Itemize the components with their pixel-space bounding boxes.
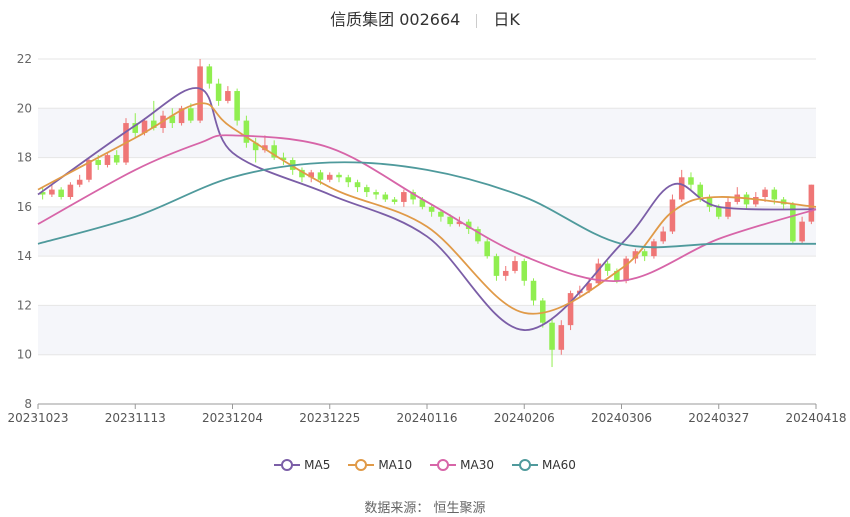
y-tick-label: 16 xyxy=(17,200,32,214)
candle[interactable] xyxy=(688,172,694,190)
legend-ma5[interactable]: MA5 xyxy=(274,458,330,472)
candle[interactable] xyxy=(39,187,46,200)
x-tick-label: 20231023 xyxy=(7,411,68,425)
legend-ma10-label: MA10 xyxy=(378,458,413,472)
kline-chart[interactable]: 8 10 12 14 16 18 20 22 20231023 20231113 20231204 2… xyxy=(0,0,850,450)
chart-title: 信质集团 002664 日K xyxy=(0,6,850,30)
candle[interactable] xyxy=(206,63,213,89)
candle[interactable] xyxy=(493,253,500,281)
series-ma30[interactable] xyxy=(37,134,817,283)
y-tick-label: 14 xyxy=(17,249,32,263)
candle[interactable] xyxy=(595,258,602,286)
legend-ma60[interactable]: MA60 xyxy=(512,458,576,472)
title-divider xyxy=(476,13,478,28)
y-tick-label: 22 xyxy=(17,52,32,66)
candle[interactable] xyxy=(558,320,565,355)
candle[interactable] xyxy=(243,115,250,148)
series-ma10[interactable] xyxy=(37,102,817,315)
candle[interactable] xyxy=(799,216,805,244)
candle[interactable] xyxy=(113,150,120,165)
candle[interactable] xyxy=(150,100,157,131)
candle[interactable] xyxy=(280,152,287,165)
candle[interactable] xyxy=(512,256,518,274)
candle[interactable] xyxy=(790,201,796,244)
grid-band xyxy=(38,108,816,158)
period-label[interactable]: 日K xyxy=(493,10,520,29)
y-tick-label: 18 xyxy=(17,151,32,165)
candle[interactable] xyxy=(336,172,342,183)
y-tick-label: 20 xyxy=(17,101,32,115)
chart-legend: MA5 MA10 MA30 MA60 xyxy=(0,458,850,472)
candle[interactable] xyxy=(382,192,389,202)
x-tick-label: 20240327 xyxy=(688,411,749,425)
candle[interactable] xyxy=(299,167,305,183)
candle[interactable] xyxy=(428,204,435,217)
candle[interactable] xyxy=(651,238,657,259)
candle[interactable] xyxy=(401,189,407,207)
candle[interactable] xyxy=(215,78,222,106)
x-tick-label: 20231113 xyxy=(105,411,166,425)
candle[interactable] xyxy=(762,187,768,202)
candle[interactable] xyxy=(734,187,741,205)
y-tick-label: 8 xyxy=(24,397,32,411)
x-tick-label: 20240206 xyxy=(494,411,555,425)
candle[interactable] xyxy=(410,189,416,205)
candle[interactable] xyxy=(76,174,83,188)
candle[interactable] xyxy=(326,172,333,183)
legend-ma10[interactable]: MA10 xyxy=(348,458,412,472)
candle[interactable] xyxy=(530,278,537,306)
legend-ma60-icon xyxy=(512,459,539,471)
x-tick-label: 20240418 xyxy=(785,411,846,425)
candle[interactable] xyxy=(49,184,55,197)
legend-ma30-label: MA30 xyxy=(460,458,495,472)
candle[interactable] xyxy=(623,256,629,284)
candle[interactable] xyxy=(808,184,815,225)
candle[interactable] xyxy=(373,189,379,200)
stock-name: 信质集团 002664 xyxy=(330,10,461,29)
x-tick-label: 20231204 xyxy=(202,411,263,425)
candle[interactable] xyxy=(234,88,240,126)
y-tick-label: 10 xyxy=(17,348,32,362)
candle[interactable] xyxy=(641,248,648,262)
legend-ma30-icon xyxy=(430,459,457,471)
legend-ma30[interactable]: MA30 xyxy=(430,458,494,472)
candle[interactable] xyxy=(225,86,231,104)
series-ma5[interactable] xyxy=(37,87,817,331)
candle[interactable] xyxy=(549,317,555,368)
x-tick-label: 20240116 xyxy=(396,411,457,425)
candle[interactable] xyxy=(345,174,352,188)
candle[interactable] xyxy=(271,140,277,161)
candle[interactable] xyxy=(391,197,398,205)
candle[interactable] xyxy=(502,266,509,281)
data-source: 数据来源： 恒生聚源 xyxy=(364,501,486,516)
candle[interactable] xyxy=(67,182,74,200)
candle[interactable] xyxy=(604,261,611,276)
candle[interactable] xyxy=(169,108,176,128)
grid-band xyxy=(38,305,816,355)
legend-ma60-label: MA60 xyxy=(542,458,576,472)
candle[interactable] xyxy=(743,192,750,210)
candle[interactable] xyxy=(197,59,203,124)
x-tick-label: 20231225 xyxy=(299,411,360,425)
legend-ma5-label: MA5 xyxy=(304,458,331,472)
legend-ma5-icon xyxy=(274,459,301,471)
candle[interactable] xyxy=(364,184,370,197)
y-tick-label: 12 xyxy=(17,298,32,312)
candle[interactable] xyxy=(669,194,676,234)
candle[interactable] xyxy=(660,226,666,244)
series-ma60[interactable] xyxy=(37,161,816,249)
candle[interactable] xyxy=(567,290,574,331)
candle[interactable] xyxy=(58,187,64,200)
candle[interactable] xyxy=(104,152,111,168)
candle[interactable] xyxy=(521,258,528,286)
x-tick-label: 20240306 xyxy=(591,411,652,425)
candle[interactable] xyxy=(678,169,685,202)
candle[interactable] xyxy=(354,179,361,193)
grid-band xyxy=(38,206,816,257)
candle[interactable] xyxy=(484,238,490,259)
legend-ma10-icon xyxy=(348,459,375,471)
candle[interactable] xyxy=(438,209,444,222)
candle[interactable] xyxy=(475,226,481,244)
